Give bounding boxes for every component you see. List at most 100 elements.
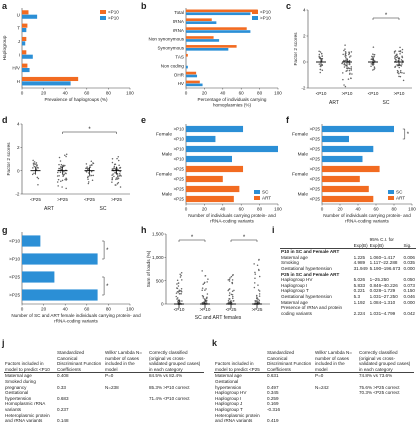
chart-e-x-tick-label: 60 <box>239 207 245 212</box>
chart-h-y-tick-label: 500 <box>156 278 164 283</box>
chart-e-x-tick-label: 80 <box>257 207 263 212</box>
bar-g <box>22 253 98 265</box>
chart-h-significance-mark: * <box>191 235 194 241</box>
chart-e-x-tick-label: 0 <box>185 207 188 212</box>
chart-c-point <box>372 69 374 71</box>
bar-g <box>22 235 41 247</box>
bar-g <box>22 289 98 301</box>
chart-h-y-tick-label: 0 <box>161 302 164 307</box>
table-i-cell: 0.221 <box>353 288 366 294</box>
chart-f-group-label: Female <box>292 132 308 138</box>
chart-h-point <box>175 292 178 294</box>
table-i-cell: Haplogroup I <box>281 282 308 288</box>
chart-e-legend-label: ART <box>262 196 271 201</box>
table-k-cell: 0.419 <box>267 418 279 424</box>
chart-h-point <box>179 276 182 278</box>
chart-d-point <box>65 155 67 158</box>
chart-c-point <box>396 64 398 66</box>
chart-c-ylabel: Factor 2 scores <box>293 32 299 66</box>
chart-h-point <box>201 270 203 272</box>
chart-h-point <box>258 293 261 295</box>
table-j-cell: P=0 <box>105 373 114 379</box>
chart-d-point <box>117 175 119 178</box>
chart-e-legend-swatch <box>254 190 260 194</box>
chart-d-point <box>115 178 117 181</box>
table-i-cell: 0.006 <box>403 254 415 260</box>
chart-e-category-label: <P10 <box>174 157 185 162</box>
bar-b <box>186 45 237 48</box>
chart-c-point <box>318 63 321 65</box>
chart-e-category-label: >P10 <box>174 127 185 132</box>
chart-b-category-label: rRNA <box>173 28 185 33</box>
panel-label-k: k <box>212 338 218 348</box>
table-j-cell <box>104 413 148 424</box>
table-i-cell: 2.224 <box>353 310 366 316</box>
chart-c-category-label: >P10 <box>394 91 405 96</box>
table-i-cell: 1.031–4.799 <box>369 310 396 316</box>
chart-h-point <box>203 301 205 303</box>
chart-h-point <box>201 287 204 289</box>
table-j-cell: Gestational hypertension <box>5 390 32 401</box>
chart-f-legend-label: SC <box>396 190 403 195</box>
table-i: Exp(B) 95% C.I. for Exp(B) Sig. P10 in S… <box>280 237 416 316</box>
table-j-cell <box>104 390 148 401</box>
chart-f-group-label: Male <box>298 192 309 198</box>
chart-a-xlabel: Prevalence of haplogroups (%) <box>44 97 108 102</box>
chart-d-point <box>60 180 62 182</box>
table-k-cell <box>358 413 414 424</box>
table-i-cell: 1.060–1.417 <box>369 254 396 260</box>
chart-d-category-label: >P25 <box>111 197 122 202</box>
chart-c-point <box>401 48 404 51</box>
chart-e-x-tick-label: 40 <box>220 207 226 212</box>
chart-c-point <box>321 64 324 66</box>
chart-b-category-label: tRNA <box>173 19 185 24</box>
chart-d-point <box>92 162 95 165</box>
chart-h-point <box>258 259 260 261</box>
chart-d-point <box>33 163 36 165</box>
chart-h-point <box>180 290 183 293</box>
table-k-cell: Gestational hypertension <box>215 378 242 390</box>
chart-a-category-label: I <box>19 52 20 57</box>
chart-d-point <box>116 172 119 175</box>
chart-a-legend-swatch <box>100 10 106 14</box>
chart-h-point <box>176 301 179 303</box>
chart-h-point <box>256 296 258 299</box>
chart-c-point <box>345 57 347 59</box>
bar-b <box>186 21 217 24</box>
chart-a-ylabel: Haplogroup <box>2 35 8 60</box>
chart-c-point <box>321 55 323 57</box>
chart-g-xlabel: Number of SC and ART female individuals … <box>11 313 141 318</box>
panel-label-c: c <box>286 1 292 11</box>
chart-c-y-tick-label: 2 <box>303 34 306 39</box>
chart-f-x-tick-label: 40 <box>355 207 361 212</box>
table-j-cell <box>148 413 204 424</box>
panel-label-a: a <box>2 1 8 11</box>
chart-c-point <box>344 55 346 57</box>
chart-c-point <box>319 51 322 53</box>
chart-d-point <box>61 165 64 167</box>
chart-h-point <box>253 282 256 284</box>
bar-a <box>22 68 30 73</box>
chart-h-point <box>233 289 235 292</box>
chart-h-point <box>204 274 207 277</box>
chart-c-significance-bracket <box>372 17 400 20</box>
chart-d-point <box>87 175 89 178</box>
panel-label-g: g <box>2 225 8 235</box>
chart-c-point <box>397 71 399 73</box>
table-i-cell: Maternal age <box>281 254 308 260</box>
chart-b-x-tick-label: 40 <box>220 91 226 96</box>
chart-g-x-tick-label: 60 <box>84 307 90 312</box>
chart-h-point <box>202 297 205 299</box>
bar-b <box>186 18 212 22</box>
bar-a <box>22 76 79 82</box>
chart-c-category-label: >P10 <box>342 91 353 96</box>
chart-h-point <box>228 294 231 297</box>
chart-f-x-tick-label: 0 <box>321 207 324 212</box>
chart-f-significance-bracket <box>402 128 406 140</box>
chart-h-point <box>176 287 178 289</box>
chart-d-significance-bracket <box>62 131 117 134</box>
chart-c-point <box>396 69 399 72</box>
chart-d-y-tick-label: 2 <box>17 145 20 150</box>
chart-h-point <box>203 298 206 300</box>
chart-h-point <box>256 264 259 266</box>
